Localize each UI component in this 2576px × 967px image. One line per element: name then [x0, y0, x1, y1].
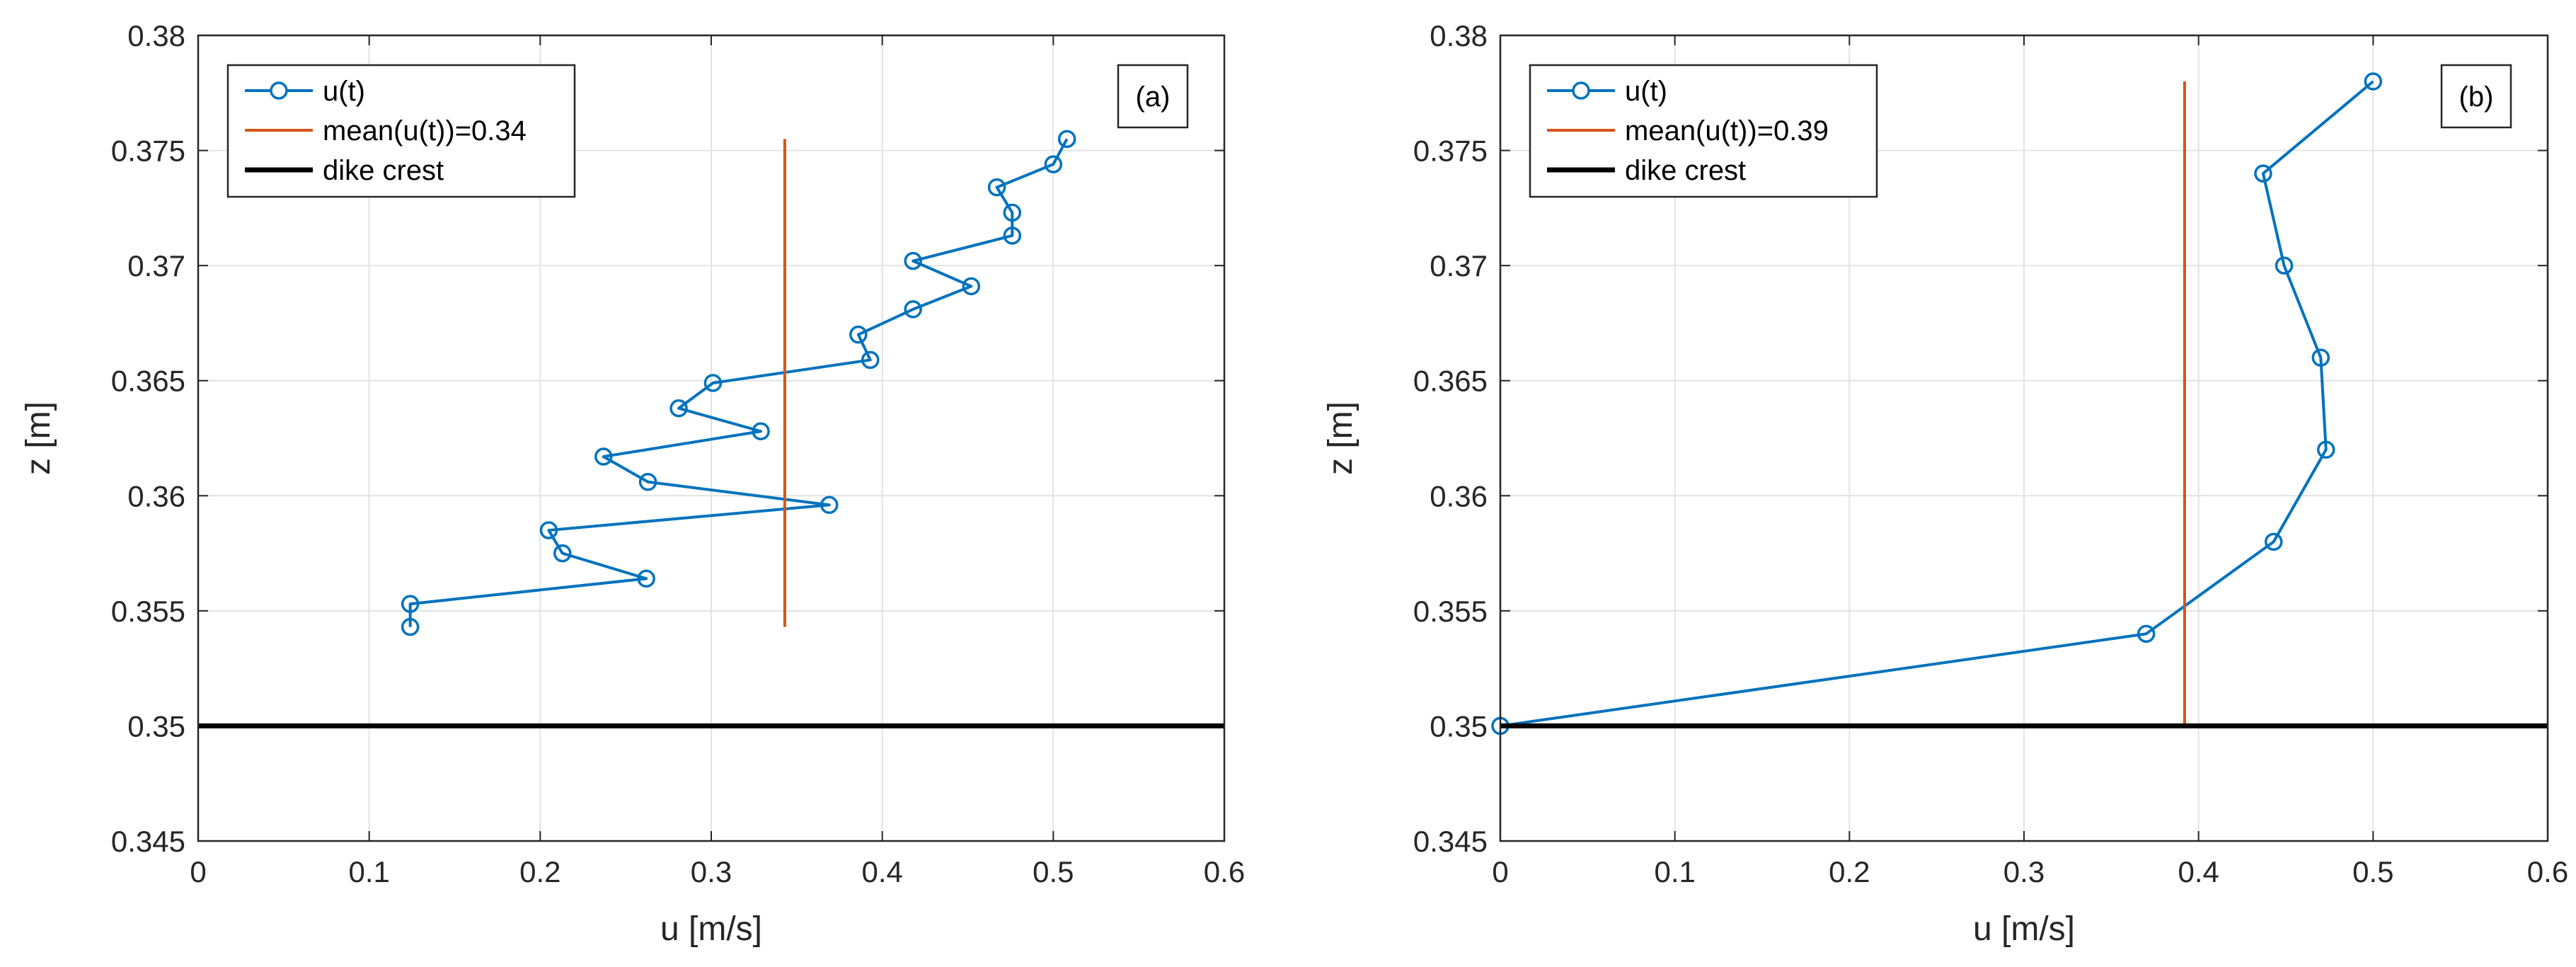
x-tick-label: 0.2 [519, 855, 560, 888]
data-point [1003, 203, 1022, 222]
legend: u(t) mean(u(t))=0.39 dike crest [1529, 64, 1878, 198]
x-axis-label: u [m/s] [660, 910, 762, 948]
data-point [553, 544, 572, 563]
data-point [849, 325, 868, 344]
legend-marker [270, 81, 288, 100]
panel-a: 0 0.1 0.2 0.3 0.4 0.5 0.6 0.345 0.35 0.355 0.36 0.3… [20, 19, 1245, 948]
y-tick-label: 0.38 [127, 19, 185, 52]
panel-label: (b) [2459, 81, 2494, 113]
legend: u(t) mean(u(t))=0.34 dike crest [226, 64, 576, 198]
panel-label: (a) [1136, 81, 1171, 113]
legend-entry: u(t) [1625, 76, 1667, 107]
legend-entry: mean(u(t))=0.34 [323, 115, 527, 147]
data-point [638, 473, 657, 491]
data-point [2264, 532, 2283, 551]
x-tick-label: 0.2 [1829, 855, 1870, 888]
data-point [2137, 624, 2156, 643]
y-tick-label: 0.38 [1430, 19, 1488, 52]
data-point [904, 300, 922, 319]
legend-entry: u(t) [323, 76, 365, 107]
x-tick-label: 0.4 [861, 855, 902, 888]
y-tick-label: 0.365 [1413, 365, 1488, 398]
data-point [861, 350, 880, 370]
axes-box [197, 34, 1226, 842]
data-point [1044, 155, 1063, 173]
y-tick-label: 0.375 [1413, 135, 1488, 168]
data-point [1057, 130, 1076, 149]
panel-label-box [1117, 64, 1189, 129]
legend-entry: dike crest [1625, 155, 1746, 186]
y-axis-label: z [m] [20, 401, 57, 475]
y-tick-label: 0.37 [127, 249, 185, 282]
data-point [904, 251, 922, 270]
data-point [962, 277, 981, 296]
x-tick-label: 0.3 [691, 855, 732, 888]
data-point [752, 422, 770, 440]
x-tick-label: 0.5 [1033, 855, 1074, 888]
data-point [820, 496, 839, 515]
x-tick-label: 0.4 [2178, 855, 2219, 888]
x-axis-label: u [m/s] [1973, 910, 2075, 948]
y-axis-label: z [m] [1322, 401, 1359, 475]
u-series-line [1500, 80, 2374, 728]
panel-b: 0 0.1 0.2 0.3 0.4 0.5 0.6 0.345 0.35 0.355 0.36 0.3… [1322, 19, 2568, 948]
data-point [703, 374, 723, 392]
y-tick-label: 0.37 [1430, 249, 1488, 282]
x-tick-label: 0.1 [348, 855, 389, 888]
x-tick-label: 0.6 [2527, 855, 2568, 888]
legend-marker [1572, 81, 1590, 100]
data-point [2316, 440, 2335, 459]
data-point [401, 617, 420, 636]
data-point [669, 399, 688, 418]
axes-box [1499, 34, 2549, 842]
x-tick-label: 0.1 [1654, 855, 1695, 888]
y-tick-label: 0.35 [1430, 709, 1488, 743]
y-tick-label: 0.36 [127, 479, 185, 513]
panel-label-box [2440, 64, 2512, 129]
y-tick-label: 0.345 [111, 825, 185, 858]
data-point [987, 178, 1006, 197]
legend-entry: mean(u(t))=0.39 [1625, 115, 1829, 147]
legend-entry: dike crest [323, 155, 444, 186]
data-point [2275, 256, 2294, 275]
x-tick-label: 0 [190, 855, 206, 888]
data-point [2311, 348, 2330, 367]
y-tick-label: 0.345 [1413, 825, 1488, 858]
y-tick-label: 0.355 [1413, 595, 1488, 628]
y-tick-label: 0.35 [127, 709, 185, 743]
data-point [2254, 164, 2272, 183]
y-tick-label: 0.355 [111, 595, 185, 628]
y-tick-label: 0.375 [111, 135, 185, 168]
x-tick-label: 0.5 [2352, 855, 2393, 888]
data-point [1003, 227, 1022, 245]
x-tick-label: 0 [1492, 855, 1508, 888]
data-point [401, 595, 420, 613]
x-tick-label: 0.6 [1204, 855, 1245, 888]
data-point [2364, 72, 2383, 91]
y-tick-label: 0.36 [1430, 479, 1488, 513]
y-tick-label: 0.365 [111, 365, 185, 398]
x-tick-label: 0.3 [2003, 855, 2045, 888]
data-point [594, 447, 613, 466]
data-point [637, 569, 655, 588]
data-point [539, 521, 558, 539]
